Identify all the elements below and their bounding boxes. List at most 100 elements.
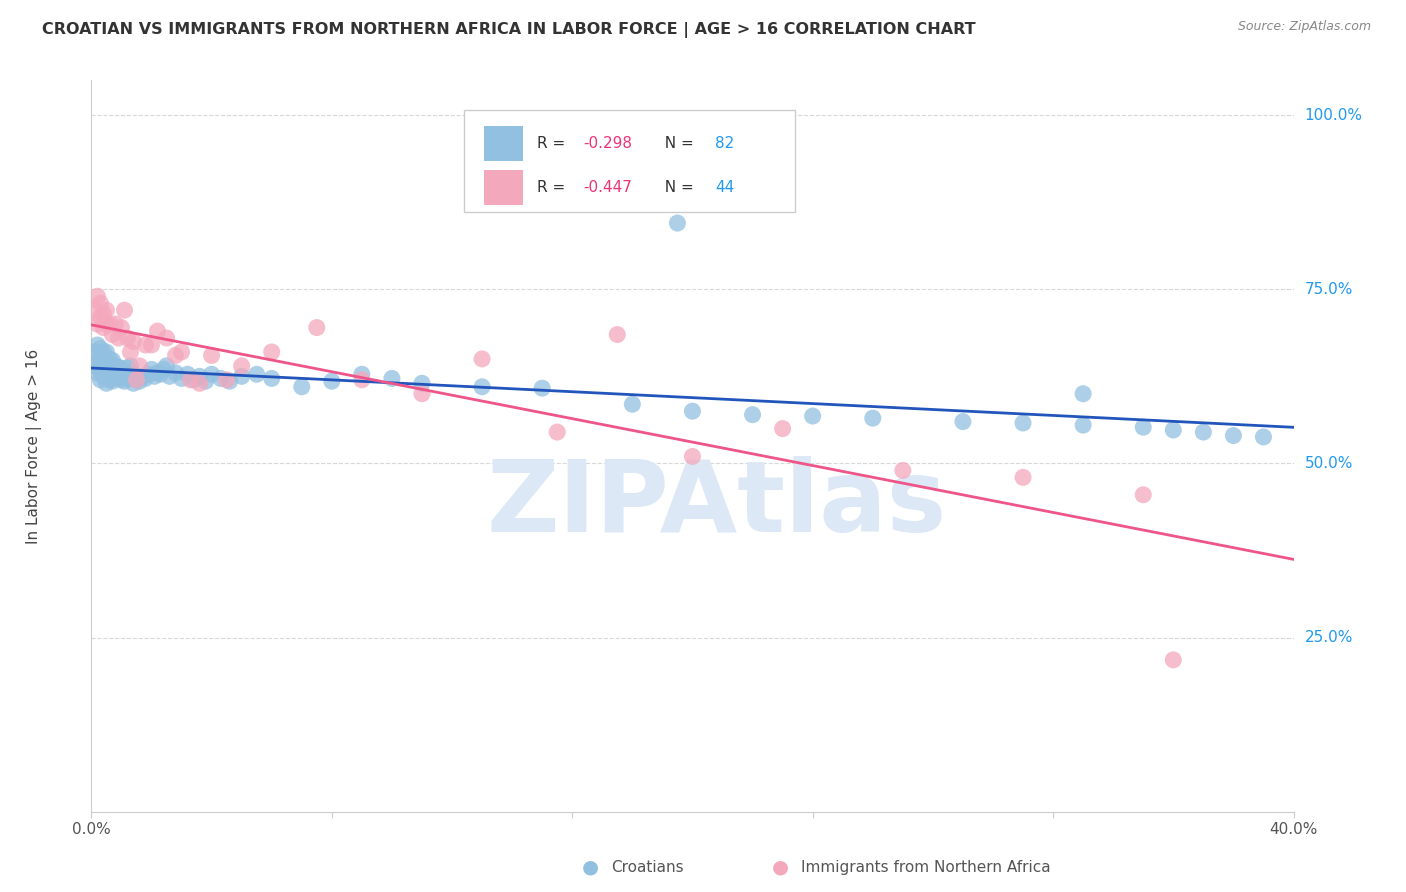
- Point: [122, 334, 145, 349]
- Text: Croatians: Croatians: [612, 860, 685, 874]
- Point: [89, 351, 111, 366]
- Point: [107, 331, 129, 345]
- Point: [101, 364, 124, 378]
- Point: [114, 374, 136, 388]
- Point: [89, 362, 111, 376]
- Point: [201, 368, 224, 382]
- Point: [86, 351, 108, 366]
- Point: [83, 303, 105, 318]
- Point: [411, 386, 433, 401]
- Point: [128, 359, 150, 373]
- Point: [138, 368, 160, 382]
- Point: [89, 296, 111, 310]
- Point: [155, 359, 177, 373]
- Point: [89, 373, 111, 387]
- Point: [96, 355, 118, 369]
- Point: [321, 374, 343, 388]
- Point: [291, 380, 314, 394]
- Point: [86, 317, 108, 331]
- Point: [180, 373, 202, 387]
- Text: ●: ●: [772, 857, 789, 877]
- Point: [1192, 425, 1215, 439]
- Point: [471, 351, 494, 366]
- Point: [146, 366, 169, 380]
- Point: [110, 320, 132, 334]
- Point: [194, 374, 217, 388]
- Point: [134, 338, 156, 352]
- Text: 82: 82: [716, 136, 734, 151]
- Point: [86, 338, 108, 352]
- Point: [159, 369, 181, 384]
- Point: [89, 310, 111, 325]
- Text: 100.0%: 100.0%: [1305, 108, 1362, 122]
- Text: R =: R =: [537, 136, 571, 151]
- Point: [96, 317, 118, 331]
- Point: [1071, 418, 1094, 433]
- Point: [681, 450, 703, 464]
- Point: [411, 376, 433, 391]
- Point: [1071, 386, 1094, 401]
- Point: [170, 345, 193, 359]
- Point: [176, 368, 198, 382]
- Text: -0.298: -0.298: [583, 136, 633, 151]
- Text: ●: ●: [582, 857, 599, 877]
- Point: [93, 345, 115, 359]
- Point: [681, 404, 703, 418]
- Point: [96, 376, 118, 391]
- Point: [146, 324, 169, 338]
- Point: [110, 373, 132, 387]
- Point: [149, 368, 172, 382]
- Point: [93, 359, 115, 373]
- Point: [471, 380, 494, 394]
- Point: [134, 371, 156, 385]
- Point: [98, 373, 121, 387]
- Point: [201, 348, 224, 362]
- Point: [114, 364, 136, 378]
- Point: [165, 348, 187, 362]
- Point: [188, 369, 211, 384]
- Point: [1132, 488, 1154, 502]
- Point: [218, 374, 240, 388]
- Text: 75.0%: 75.0%: [1305, 282, 1353, 297]
- Point: [89, 342, 111, 356]
- Point: [621, 397, 644, 411]
- Point: [104, 369, 127, 384]
- Text: 50.0%: 50.0%: [1305, 456, 1353, 471]
- Point: [110, 361, 132, 376]
- Point: [1012, 416, 1035, 430]
- Point: [1132, 420, 1154, 434]
- Point: [107, 360, 129, 375]
- Point: [741, 408, 763, 422]
- Point: [155, 331, 177, 345]
- Point: [170, 371, 193, 385]
- Point: [305, 320, 328, 334]
- Point: [125, 373, 148, 387]
- Point: [120, 359, 142, 373]
- Text: CROATIAN VS IMMIGRANTS FROM NORTHERN AFRICA IN LABOR FORCE | AGE > 16 CORRELATIO: CROATIAN VS IMMIGRANTS FROM NORTHERN AFR…: [42, 22, 976, 38]
- Point: [98, 362, 121, 376]
- Point: [215, 373, 238, 387]
- Point: [246, 368, 269, 382]
- Text: -0.447: -0.447: [583, 180, 631, 194]
- Point: [131, 369, 153, 384]
- Point: [83, 345, 105, 359]
- Text: Source: ZipAtlas.com: Source: ZipAtlas.com: [1237, 20, 1371, 33]
- Point: [1222, 428, 1244, 442]
- FancyBboxPatch shape: [485, 126, 523, 161]
- Point: [350, 368, 373, 382]
- Point: [120, 369, 142, 384]
- Point: [209, 371, 232, 385]
- Point: [952, 415, 974, 429]
- Point: [152, 362, 174, 376]
- Point: [183, 373, 205, 387]
- Point: [122, 376, 145, 391]
- Point: [862, 411, 884, 425]
- Point: [128, 374, 150, 388]
- Point: [96, 303, 118, 318]
- Point: [350, 373, 373, 387]
- Point: [101, 374, 124, 388]
- Text: 44: 44: [716, 180, 734, 194]
- Point: [231, 359, 253, 373]
- Text: In Labor Force | Age > 16: In Labor Force | Age > 16: [25, 349, 42, 543]
- Point: [772, 421, 794, 435]
